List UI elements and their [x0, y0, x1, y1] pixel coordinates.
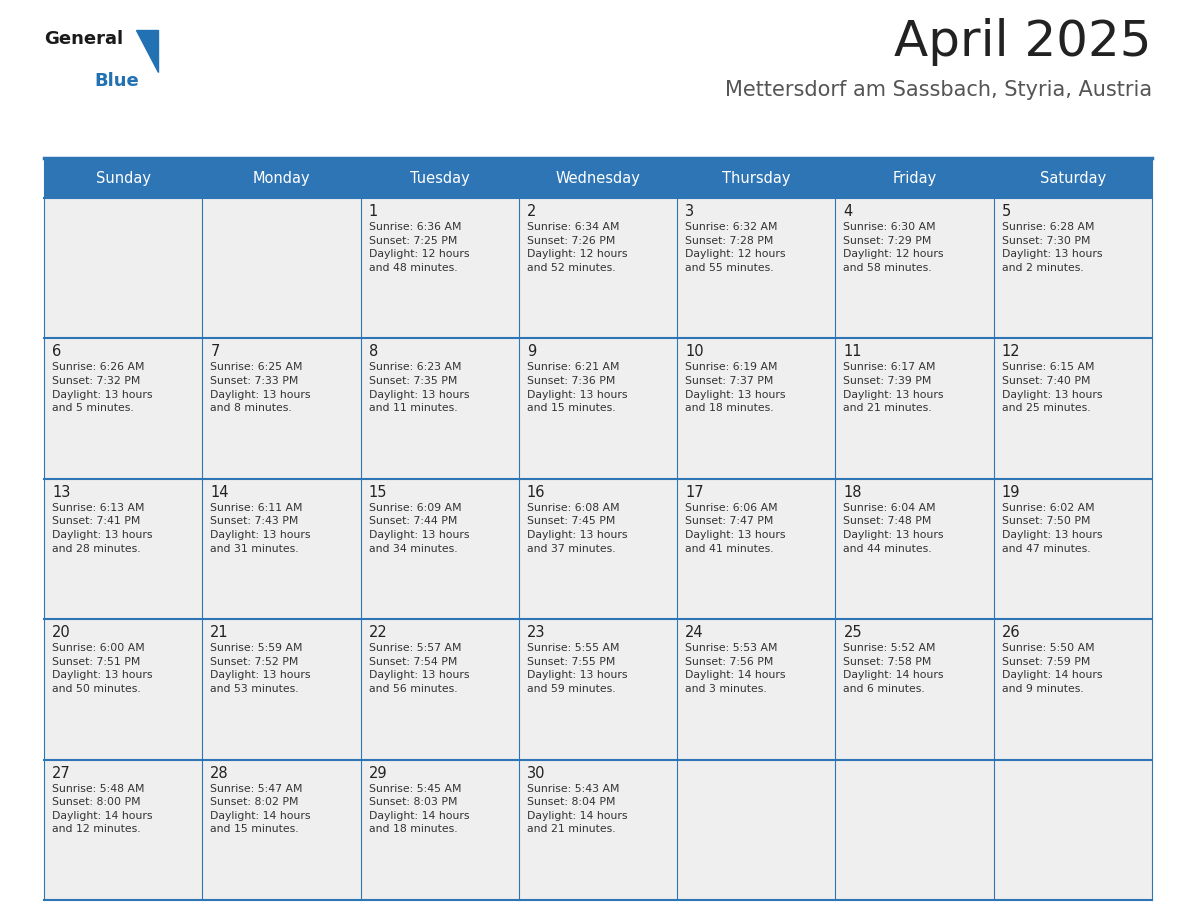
- Text: Sunrise: 5:48 AM
Sunset: 8:00 PM
Daylight: 14 hours
and 12 minutes.: Sunrise: 5:48 AM Sunset: 8:00 PM Dayligh…: [52, 784, 152, 834]
- Text: Sunrise: 6:19 AM
Sunset: 7:37 PM
Daylight: 13 hours
and 18 minutes.: Sunrise: 6:19 AM Sunset: 7:37 PM Dayligh…: [685, 363, 785, 413]
- Text: 16: 16: [526, 485, 545, 499]
- Bar: [44, 339, 1152, 479]
- Text: Tuesday: Tuesday: [410, 171, 469, 185]
- Text: 12: 12: [1001, 344, 1020, 360]
- Text: Sunday: Sunday: [96, 171, 151, 185]
- Text: Sunrise: 6:28 AM
Sunset: 7:30 PM
Daylight: 13 hours
and 2 minutes.: Sunrise: 6:28 AM Sunset: 7:30 PM Dayligh…: [1001, 222, 1102, 273]
- Bar: [44, 198, 1152, 339]
- Text: 25: 25: [843, 625, 862, 640]
- Polygon shape: [135, 30, 158, 72]
- Text: Sunrise: 6:17 AM
Sunset: 7:39 PM
Daylight: 13 hours
and 21 minutes.: Sunrise: 6:17 AM Sunset: 7:39 PM Dayligh…: [843, 363, 944, 413]
- Text: Sunrise: 6:09 AM
Sunset: 7:44 PM
Daylight: 13 hours
and 34 minutes.: Sunrise: 6:09 AM Sunset: 7:44 PM Dayligh…: [368, 503, 469, 554]
- Text: 21: 21: [210, 625, 229, 640]
- Text: 30: 30: [526, 766, 545, 780]
- Text: 9: 9: [526, 344, 536, 360]
- Text: Sunrise: 6:23 AM
Sunset: 7:35 PM
Daylight: 13 hours
and 11 minutes.: Sunrise: 6:23 AM Sunset: 7:35 PM Dayligh…: [368, 363, 469, 413]
- Text: Thursday: Thursday: [722, 171, 790, 185]
- Bar: [677, 158, 835, 198]
- Text: 3: 3: [685, 204, 694, 219]
- Text: Sunrise: 5:47 AM
Sunset: 8:02 PM
Daylight: 14 hours
and 15 minutes.: Sunrise: 5:47 AM Sunset: 8:02 PM Dayligh…: [210, 784, 311, 834]
- Text: Sunrise: 6:36 AM
Sunset: 7:25 PM
Daylight: 12 hours
and 48 minutes.: Sunrise: 6:36 AM Sunset: 7:25 PM Dayligh…: [368, 222, 469, 273]
- Text: Sunrise: 5:57 AM
Sunset: 7:54 PM
Daylight: 13 hours
and 56 minutes.: Sunrise: 5:57 AM Sunset: 7:54 PM Dayligh…: [368, 644, 469, 694]
- Text: Sunrise: 6:08 AM
Sunset: 7:45 PM
Daylight: 13 hours
and 37 minutes.: Sunrise: 6:08 AM Sunset: 7:45 PM Dayligh…: [526, 503, 627, 554]
- Bar: [202, 158, 361, 198]
- Text: Sunrise: 6:26 AM
Sunset: 7:32 PM
Daylight: 13 hours
and 5 minutes.: Sunrise: 6:26 AM Sunset: 7:32 PM Dayligh…: [52, 363, 152, 413]
- Text: 14: 14: [210, 485, 229, 499]
- Text: 10: 10: [685, 344, 703, 360]
- Text: 19: 19: [1001, 485, 1020, 499]
- Text: 15: 15: [368, 485, 387, 499]
- Text: 28: 28: [210, 766, 229, 780]
- Text: 26: 26: [1001, 625, 1020, 640]
- Text: 6: 6: [52, 344, 62, 360]
- Text: Sunrise: 6:32 AM
Sunset: 7:28 PM
Daylight: 12 hours
and 55 minutes.: Sunrise: 6:32 AM Sunset: 7:28 PM Dayligh…: [685, 222, 785, 273]
- Text: 1: 1: [368, 204, 378, 219]
- Text: Mettersdorf am Sassbach, Styria, Austria: Mettersdorf am Sassbach, Styria, Austria: [725, 80, 1152, 100]
- Text: Sunrise: 6:11 AM
Sunset: 7:43 PM
Daylight: 13 hours
and 31 minutes.: Sunrise: 6:11 AM Sunset: 7:43 PM Dayligh…: [210, 503, 311, 554]
- Text: Sunrise: 6:04 AM
Sunset: 7:48 PM
Daylight: 13 hours
and 44 minutes.: Sunrise: 6:04 AM Sunset: 7:48 PM Dayligh…: [843, 503, 944, 554]
- Text: 7: 7: [210, 344, 220, 360]
- Text: Sunrise: 6:06 AM
Sunset: 7:47 PM
Daylight: 13 hours
and 41 minutes.: Sunrise: 6:06 AM Sunset: 7:47 PM Dayligh…: [685, 503, 785, 554]
- Bar: [993, 158, 1152, 198]
- Text: April 2025: April 2025: [895, 18, 1152, 66]
- Text: Sunrise: 6:02 AM
Sunset: 7:50 PM
Daylight: 13 hours
and 47 minutes.: Sunrise: 6:02 AM Sunset: 7:50 PM Dayligh…: [1001, 503, 1102, 554]
- Text: 18: 18: [843, 485, 862, 499]
- Text: Wednesday: Wednesday: [556, 171, 640, 185]
- Text: Sunrise: 5:43 AM
Sunset: 8:04 PM
Daylight: 14 hours
and 21 minutes.: Sunrise: 5:43 AM Sunset: 8:04 PM Dayligh…: [526, 784, 627, 834]
- Text: 17: 17: [685, 485, 703, 499]
- Text: 27: 27: [52, 766, 71, 780]
- Text: Monday: Monday: [253, 171, 310, 185]
- Text: 20: 20: [52, 625, 71, 640]
- Text: Friday: Friday: [892, 171, 936, 185]
- Text: Sunrise: 6:00 AM
Sunset: 7:51 PM
Daylight: 13 hours
and 50 minutes.: Sunrise: 6:00 AM Sunset: 7:51 PM Dayligh…: [52, 644, 152, 694]
- Text: 4: 4: [843, 204, 853, 219]
- Text: 2: 2: [526, 204, 536, 219]
- Text: General: General: [44, 30, 124, 48]
- Text: 11: 11: [843, 344, 862, 360]
- Text: Sunrise: 5:45 AM
Sunset: 8:03 PM
Daylight: 14 hours
and 18 minutes.: Sunrise: 5:45 AM Sunset: 8:03 PM Dayligh…: [368, 784, 469, 834]
- Text: 22: 22: [368, 625, 387, 640]
- Text: Sunrise: 5:52 AM
Sunset: 7:58 PM
Daylight: 14 hours
and 6 minutes.: Sunrise: 5:52 AM Sunset: 7:58 PM Dayligh…: [843, 644, 944, 694]
- Text: 23: 23: [526, 625, 545, 640]
- Text: Sunrise: 5:50 AM
Sunset: 7:59 PM
Daylight: 14 hours
and 9 minutes.: Sunrise: 5:50 AM Sunset: 7:59 PM Dayligh…: [1001, 644, 1102, 694]
- Text: 5: 5: [1001, 204, 1011, 219]
- Bar: [44, 158, 202, 198]
- Text: Sunrise: 6:21 AM
Sunset: 7:36 PM
Daylight: 13 hours
and 15 minutes.: Sunrise: 6:21 AM Sunset: 7:36 PM Dayligh…: [526, 363, 627, 413]
- Text: Sunrise: 5:53 AM
Sunset: 7:56 PM
Daylight: 14 hours
and 3 minutes.: Sunrise: 5:53 AM Sunset: 7:56 PM Dayligh…: [685, 644, 785, 694]
- Bar: [44, 620, 1152, 759]
- Text: Saturday: Saturday: [1040, 171, 1106, 185]
- Bar: [835, 158, 993, 198]
- Bar: [519, 158, 677, 198]
- Text: 24: 24: [685, 625, 703, 640]
- Text: Blue: Blue: [94, 72, 139, 90]
- Bar: [44, 479, 1152, 620]
- Text: Sunrise: 6:34 AM
Sunset: 7:26 PM
Daylight: 12 hours
and 52 minutes.: Sunrise: 6:34 AM Sunset: 7:26 PM Dayligh…: [526, 222, 627, 273]
- Text: 13: 13: [52, 485, 70, 499]
- Text: Sunrise: 6:13 AM
Sunset: 7:41 PM
Daylight: 13 hours
and 28 minutes.: Sunrise: 6:13 AM Sunset: 7:41 PM Dayligh…: [52, 503, 152, 554]
- Bar: [361, 158, 519, 198]
- Text: 8: 8: [368, 344, 378, 360]
- Text: Sunrise: 6:30 AM
Sunset: 7:29 PM
Daylight: 12 hours
and 58 minutes.: Sunrise: 6:30 AM Sunset: 7:29 PM Dayligh…: [843, 222, 944, 273]
- Text: Sunrise: 5:59 AM
Sunset: 7:52 PM
Daylight: 13 hours
and 53 minutes.: Sunrise: 5:59 AM Sunset: 7:52 PM Dayligh…: [210, 644, 311, 694]
- Bar: [44, 759, 1152, 900]
- Text: Sunrise: 6:15 AM
Sunset: 7:40 PM
Daylight: 13 hours
and 25 minutes.: Sunrise: 6:15 AM Sunset: 7:40 PM Dayligh…: [1001, 363, 1102, 413]
- Text: Sunrise: 5:55 AM
Sunset: 7:55 PM
Daylight: 13 hours
and 59 minutes.: Sunrise: 5:55 AM Sunset: 7:55 PM Dayligh…: [526, 644, 627, 694]
- Text: 29: 29: [368, 766, 387, 780]
- Text: Sunrise: 6:25 AM
Sunset: 7:33 PM
Daylight: 13 hours
and 8 minutes.: Sunrise: 6:25 AM Sunset: 7:33 PM Dayligh…: [210, 363, 311, 413]
